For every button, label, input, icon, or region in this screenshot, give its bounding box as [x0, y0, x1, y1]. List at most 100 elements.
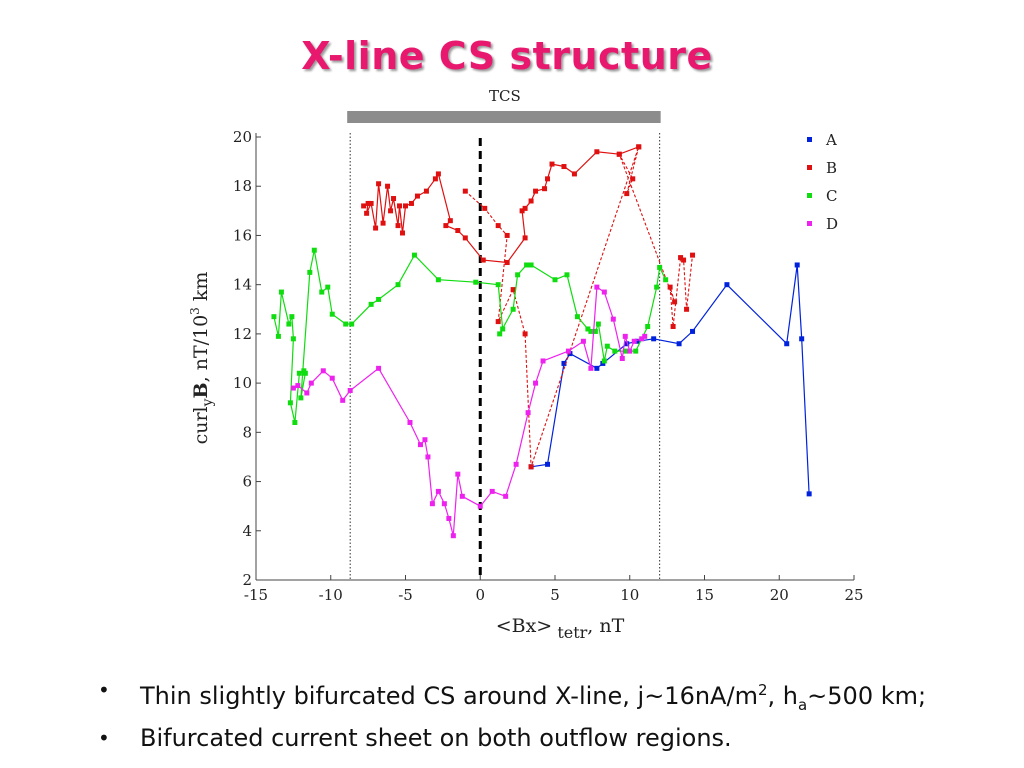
bullet-item: • Thin slightly bifurcated CS around X-l… — [98, 668, 926, 716]
data-point — [298, 395, 304, 401]
bullet-item: • Bifurcated current sheet on both outfl… — [98, 716, 926, 764]
data-point — [601, 289, 607, 295]
data-point — [561, 164, 567, 170]
x-tick-label: 20 — [770, 586, 789, 604]
legend-label: A — [825, 131, 837, 149]
x-tick-label: -10 — [319, 586, 343, 604]
data-point — [441, 501, 447, 507]
data-point — [540, 358, 546, 364]
data-point — [672, 299, 678, 305]
data-point — [806, 491, 812, 497]
data-point — [522, 235, 528, 241]
data-point — [395, 223, 401, 229]
data-point — [429, 501, 435, 507]
data-point — [542, 186, 548, 192]
data-point — [361, 203, 367, 209]
bullet-dot-icon: • — [98, 678, 110, 702]
bullet-list: • Thin slightly bifurcated CS around X-l… — [98, 668, 926, 764]
data-point — [289, 314, 295, 320]
data-point — [435, 171, 441, 177]
data-point — [343, 321, 349, 327]
data-point — [447, 218, 453, 224]
data-point — [422, 437, 428, 443]
data-point — [636, 144, 642, 150]
data-point — [304, 390, 310, 396]
data-point — [414, 193, 420, 199]
data-point — [601, 358, 607, 364]
data-point — [561, 360, 567, 366]
data-point — [286, 321, 292, 327]
data-point — [391, 196, 397, 202]
data-point — [347, 387, 353, 393]
legend-marker — [807, 193, 812, 198]
y-tick-label: 14 — [233, 276, 252, 294]
y-axis-label-superscript: 3 — [188, 307, 202, 315]
data-point — [594, 284, 600, 290]
bullet-text-part: , h — [767, 682, 798, 710]
y-axis-label-bold: B — [190, 382, 212, 398]
data-point — [395, 282, 401, 288]
data-point — [320, 368, 326, 374]
data-point — [407, 419, 413, 425]
x-tick-label: -15 — [244, 586, 268, 604]
data-point — [654, 284, 660, 290]
bullet-subscript: a — [797, 695, 808, 714]
data-point — [533, 380, 539, 386]
data-point — [329, 375, 335, 381]
data-point — [459, 493, 465, 499]
data-point — [622, 333, 628, 339]
data-point — [376, 365, 382, 371]
data-point — [799, 336, 805, 342]
data-point — [552, 277, 558, 283]
data-point — [388, 208, 394, 214]
data-point — [645, 324, 651, 330]
data-point — [349, 321, 355, 327]
data-point — [455, 471, 461, 477]
y-tick-label: 20 — [233, 128, 252, 146]
data-point — [670, 324, 676, 330]
data-point — [634, 338, 640, 344]
tcs-label: TCS — [489, 87, 521, 105]
data-point — [435, 277, 441, 283]
data-point — [446, 515, 452, 521]
data-point — [473, 279, 479, 285]
data-point — [497, 331, 503, 337]
data-point — [610, 316, 616, 322]
data-point — [271, 314, 277, 320]
y-axis-label-prefix: curl — [190, 406, 212, 444]
data-point — [462, 235, 468, 241]
data-point — [307, 269, 313, 275]
data-point — [489, 488, 495, 494]
data-point — [278, 289, 284, 295]
data-point — [495, 282, 501, 288]
data-point — [631, 338, 637, 344]
data-point — [329, 311, 335, 317]
data-point — [690, 252, 696, 258]
data-point — [480, 257, 486, 263]
y-axis-label: curlyB, nT/103 km — [188, 272, 216, 445]
bullet-superscript: 2 — [757, 681, 768, 699]
data-point — [295, 383, 301, 389]
data-point — [545, 461, 551, 467]
data-point — [417, 442, 423, 448]
data-point — [522, 331, 528, 337]
x-tick-label: 25 — [844, 586, 863, 604]
y-tick-label: 16 — [233, 226, 252, 244]
legend-label: D — [826, 215, 838, 233]
legend-label: C — [826, 187, 837, 205]
bullet-text-part: Thin slightly bifurcated CS around X-lin… — [140, 682, 758, 710]
data-point — [676, 341, 682, 347]
data-point — [724, 282, 730, 288]
data-point — [340, 397, 346, 403]
y-tick-label: 2 — [242, 571, 252, 589]
data-point — [275, 333, 281, 339]
data-point — [397, 203, 403, 209]
x-axis-label-main: <Bx> — [496, 615, 553, 637]
data-point — [500, 326, 506, 332]
legend-marker — [807, 165, 812, 170]
data-point — [528, 464, 534, 470]
data-point — [504, 260, 510, 266]
data-point — [681, 257, 687, 263]
bullet-dot-icon: • — [98, 726, 110, 750]
